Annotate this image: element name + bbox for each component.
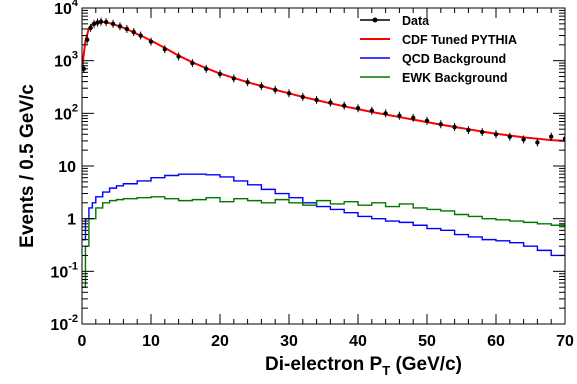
data-point xyxy=(438,122,443,127)
x-axis-title-tail: (GeV/c) xyxy=(390,354,462,375)
data-point xyxy=(466,127,471,133)
data-point xyxy=(535,140,540,145)
data-point xyxy=(259,83,264,89)
series-layer xyxy=(82,17,565,288)
data-point xyxy=(204,66,209,72)
y-tick-label: 10-1 xyxy=(50,260,78,281)
y-tick-exponent: 4 xyxy=(72,0,79,9)
data-point xyxy=(397,113,402,118)
data-point xyxy=(273,87,278,92)
data-point xyxy=(124,26,130,32)
y-tick-exponent: -2 xyxy=(68,313,78,325)
y-tick-exponent: 2 xyxy=(72,102,78,114)
x-tick-label: 60 xyxy=(487,333,505,350)
data-point xyxy=(355,106,361,111)
x-tick-label: 30 xyxy=(280,333,298,350)
legend: Data CDF Tuned PYTHIA QCD Background EWK Ba… xyxy=(360,14,517,85)
legend-marker-data xyxy=(372,17,378,23)
y-tick-label: 104 xyxy=(54,0,79,18)
data-point xyxy=(342,103,347,108)
x-tick-label: 10 xyxy=(142,333,160,350)
y-tick-label: 103 xyxy=(54,50,78,71)
data-point xyxy=(562,136,565,141)
y-tick-base: 10 xyxy=(50,264,68,281)
data-point xyxy=(84,37,90,42)
y-tick-label: 102 xyxy=(54,102,78,123)
data-point xyxy=(190,60,195,66)
data-point xyxy=(507,134,512,139)
x-tick-label: 40 xyxy=(349,333,367,350)
legend-label-ewk-background: EWK Background xyxy=(402,71,508,85)
y-tick-base: 10 xyxy=(54,54,72,71)
data-point xyxy=(217,71,223,77)
tick-marks xyxy=(81,7,566,325)
data-point xyxy=(103,19,109,25)
data-point xyxy=(424,118,430,124)
data-point xyxy=(300,94,305,100)
data-point xyxy=(493,132,499,137)
data-point xyxy=(549,134,554,139)
data-point xyxy=(328,100,333,105)
data-point xyxy=(138,33,143,38)
x-axis-title: Di-electron PT (GeV/c) xyxy=(265,354,462,378)
data-point xyxy=(286,91,292,96)
y-tick-base: 10 xyxy=(54,1,72,18)
x-tick-label: 70 xyxy=(556,333,574,350)
y-tick-exponent: 3 xyxy=(72,50,78,62)
y-axis-title: Events / 0.5 GeV/c xyxy=(17,84,38,248)
legend-label-qcd-background: QCD Background xyxy=(402,52,506,66)
data-point xyxy=(231,76,236,81)
data-point xyxy=(117,24,123,29)
series-ewk-background-line xyxy=(82,196,565,288)
x-axis-title-subscript: T xyxy=(382,363,390,378)
data-point xyxy=(245,80,250,85)
data-point xyxy=(162,47,167,52)
data-point xyxy=(369,108,374,113)
x-tick-label: 20 xyxy=(211,333,229,350)
data-point xyxy=(91,21,97,27)
legend-label-data: Data xyxy=(402,14,430,28)
series-qcd-background-line xyxy=(82,173,565,257)
data-point xyxy=(110,21,116,27)
y-tick-label: 10-2 xyxy=(50,313,78,334)
y-tick-base: 10 xyxy=(50,317,68,334)
x-axis-title-main: Di-electron P xyxy=(265,354,383,375)
y-tick-label: 10 xyxy=(58,159,76,176)
data-point xyxy=(88,25,93,31)
data-point xyxy=(95,20,100,25)
data-point xyxy=(411,115,416,121)
data-point xyxy=(314,97,319,103)
y-tick-label: 1 xyxy=(67,212,76,229)
x-tick-label: 0 xyxy=(78,333,87,350)
data-point xyxy=(480,129,485,135)
data-point xyxy=(383,111,388,116)
data-point xyxy=(148,39,154,44)
y-tick-exponent: -1 xyxy=(68,260,78,272)
data-point xyxy=(131,29,136,35)
data-point xyxy=(98,19,104,24)
data-point xyxy=(176,54,181,59)
y-tick-base: 10 xyxy=(54,106,72,123)
legend-label-cdf-tuned-pythia: CDF Tuned PYTHIA xyxy=(402,33,517,47)
x-tick-label: 50 xyxy=(418,333,436,350)
data-point xyxy=(521,137,526,142)
data-point xyxy=(452,124,457,130)
